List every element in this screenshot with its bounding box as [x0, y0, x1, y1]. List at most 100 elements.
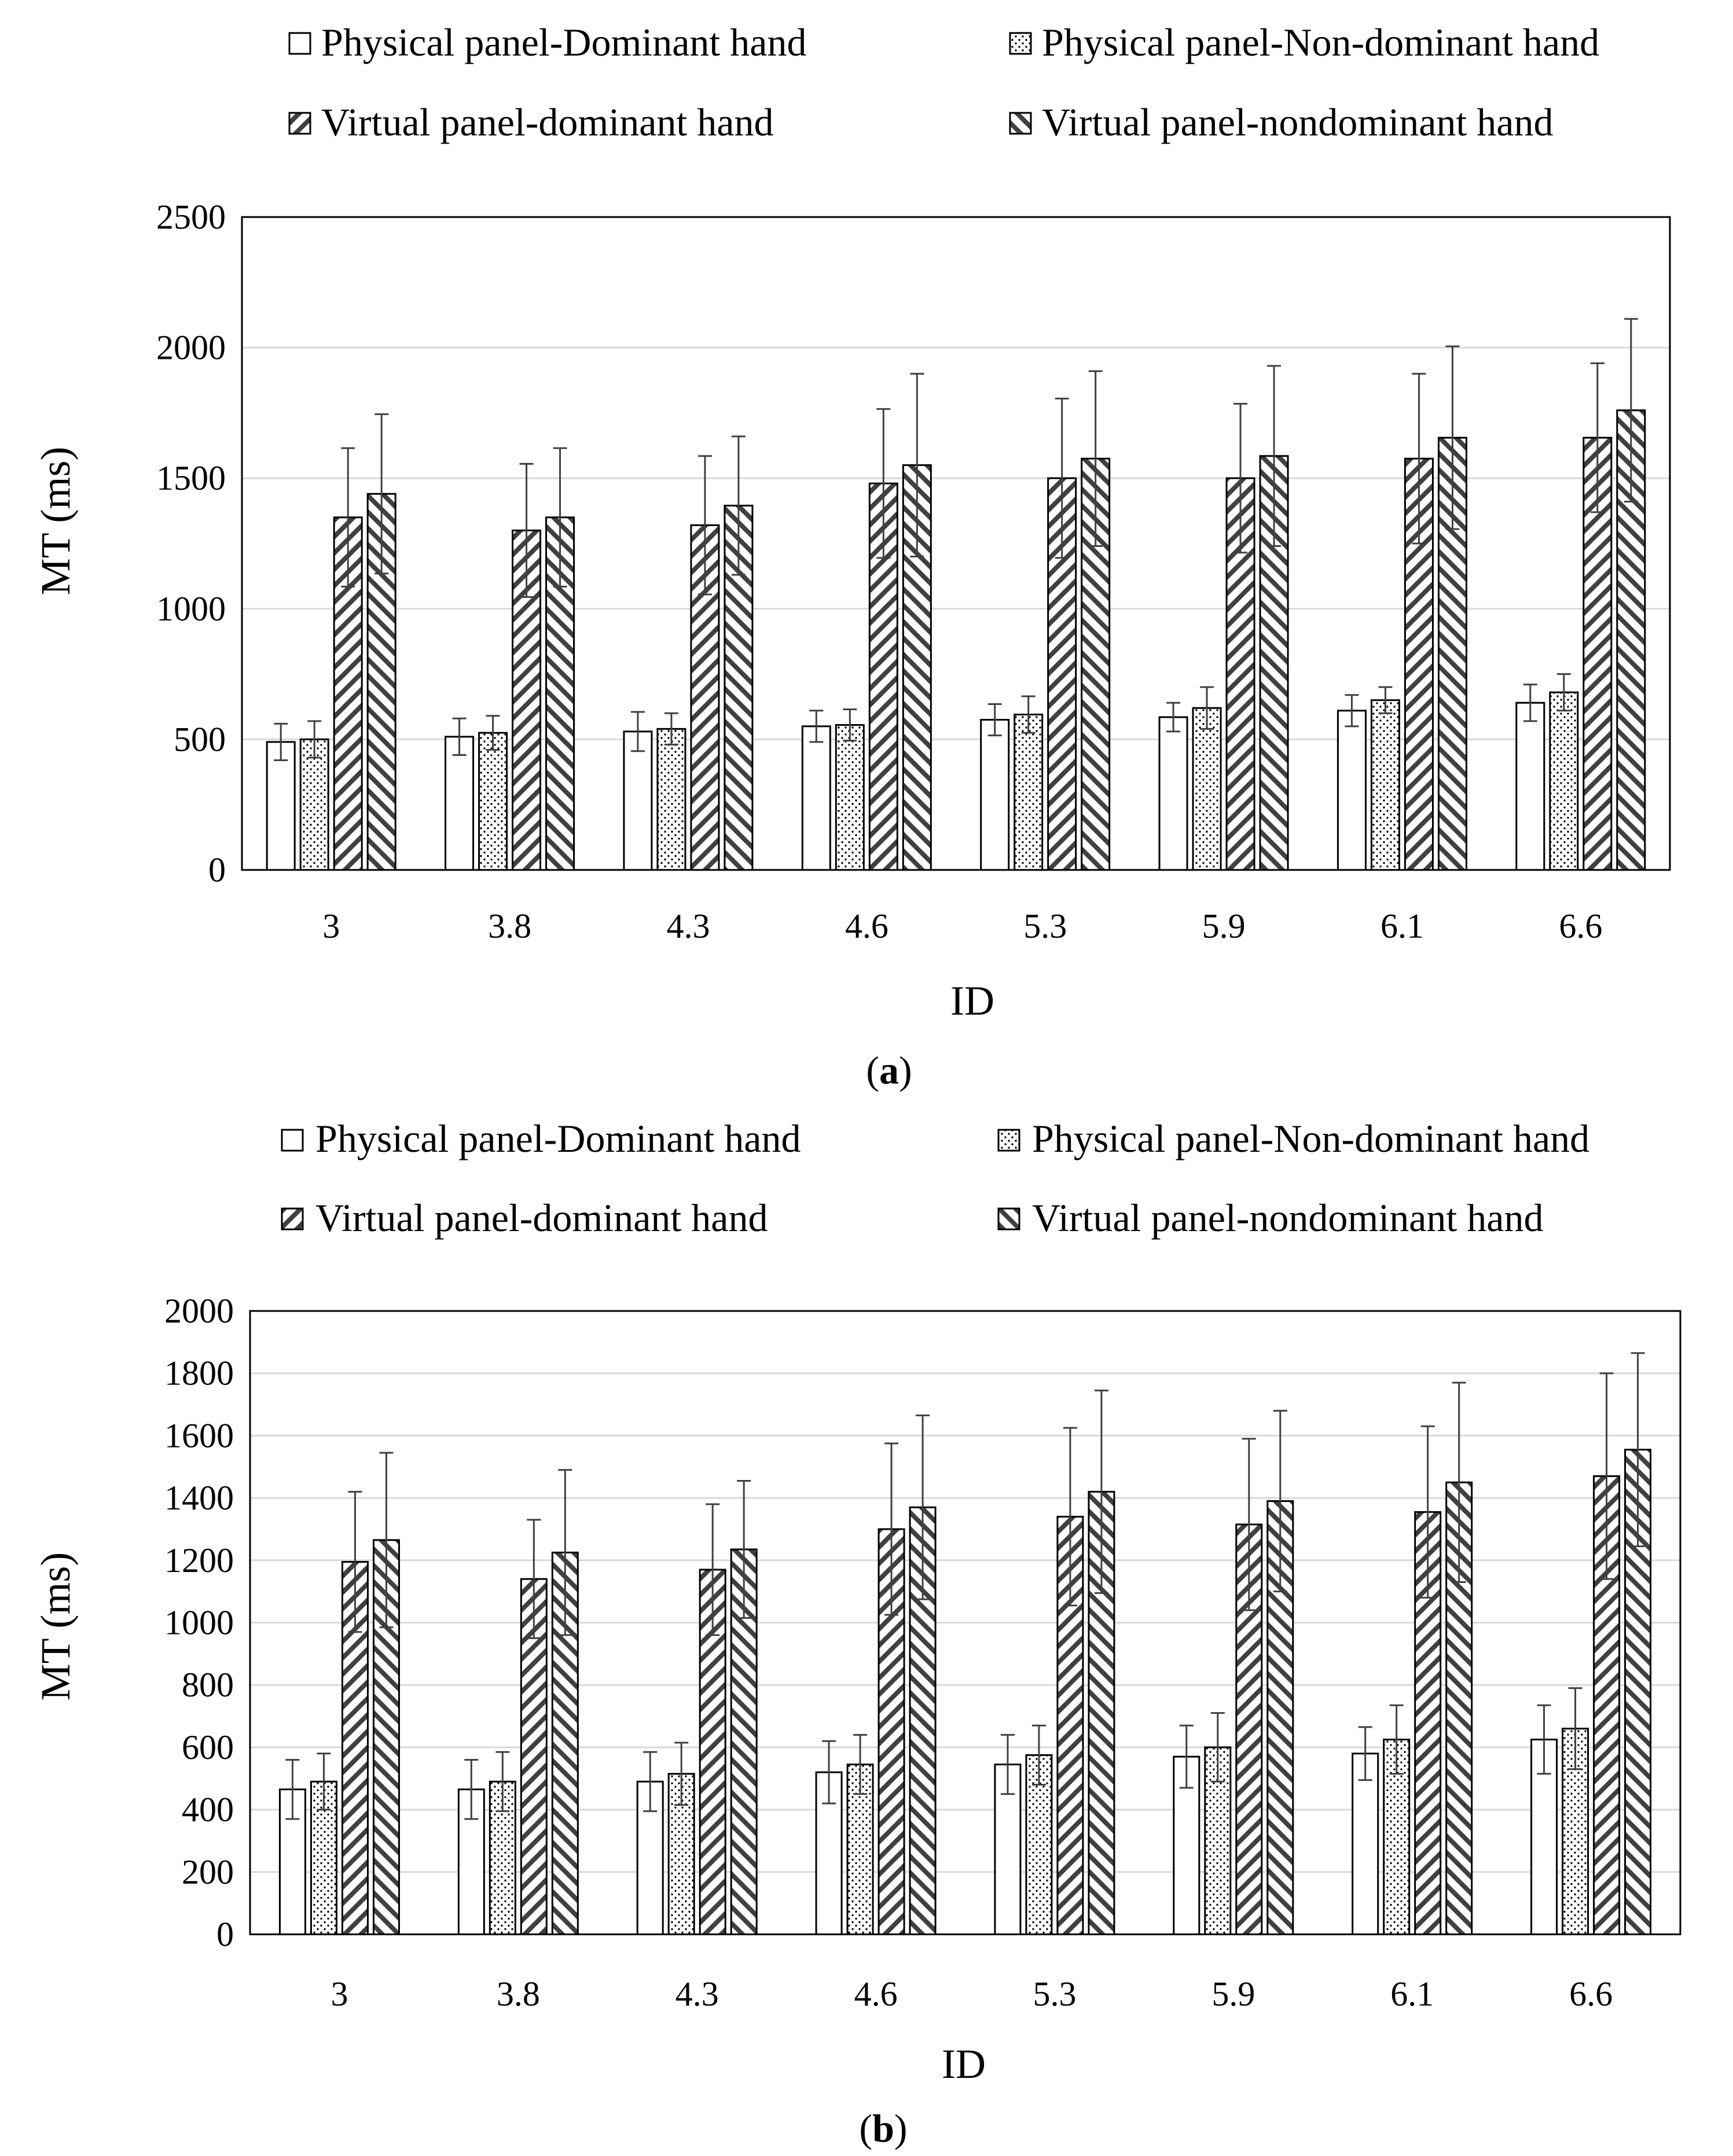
x-tick-label: 6.1	[1380, 907, 1424, 945]
legend-swatch-empty-icon	[288, 32, 311, 55]
error-bar-dots-5.9	[1210, 1712, 1225, 1783]
error-bar-empty-4.3	[630, 711, 645, 752]
chart-b: Physical panel-Dominant hand Physical pa…	[32, 1116, 1681, 2150]
y-tick-label: 800	[182, 1666, 234, 1704]
legend-swatch-diag-up-icon	[281, 1207, 304, 1231]
legend-swatch-empty-icon	[281, 1129, 304, 1152]
error-bar-empty-4.3	[643, 1751, 658, 1812]
error-bar-diag-up-3	[341, 447, 355, 587]
bar-empty-4.3	[623, 730, 653, 871]
legend-swatch-dots-icon	[1009, 32, 1032, 55]
bar-empty-3	[266, 741, 296, 871]
bar-diag-up-4.3	[690, 524, 720, 871]
legend-label: Virtual panel-nondominant hand	[1032, 1196, 1543, 1240]
legend-item-physical-nondominant: Physical panel-Non-dominant hand	[997, 1116, 1589, 1160]
bars	[266, 409, 1646, 871]
gridlines	[250, 1372, 1680, 1873]
error-bar-diag-down-6.1	[1445, 345, 1460, 530]
x-tick-label: 6.6	[1559, 907, 1602, 945]
bar-empty-3.8	[445, 736, 475, 871]
error-bar-diag-down-6.1	[1452, 1382, 1466, 1583]
legend-label: Physical panel-Dominant hand	[321, 20, 806, 64]
bar-dots-6.6	[1549, 691, 1579, 871]
error-bar-diag-up-3.8	[519, 462, 534, 598]
y-tick-label: 2500	[156, 198, 226, 236]
legend-label: Physical panel-Dominant hand	[315, 1116, 801, 1160]
error-bar-diag-down-5.3	[1094, 1389, 1108, 1594]
error-bar-diag-down-4.3	[731, 435, 746, 576]
y-tick-label: 1000	[164, 1604, 234, 1642]
legend-item-virtual-dominant: Virtual panel-dominant hand	[288, 100, 773, 144]
x-tick-label: 5.3	[1023, 907, 1067, 945]
error-bar-dots-3.8	[495, 1751, 510, 1812]
error-bar-empty-6.6	[1537, 1704, 1551, 1775]
plot-frame	[241, 216, 1671, 871]
legend-swatch-dots-icon	[997, 1129, 1020, 1152]
bar-empty-5.3	[980, 719, 1010, 871]
error-bar-empty-6.1	[1358, 1726, 1372, 1781]
plot-frame	[249, 1310, 1681, 1935]
error-bar-diag-down-4.6	[916, 1414, 930, 1600]
error-bars	[285, 1352, 1645, 1820]
caption-b: (b)	[859, 2106, 907, 2150]
y-tick-label: 1800	[164, 1354, 234, 1393]
x-tick-label: 5.9	[1202, 907, 1246, 945]
error-bar-dots-3.8	[486, 715, 500, 751]
error-bar-empty-6.6	[1523, 684, 1537, 722]
error-bar-empty-5.3	[1000, 1733, 1015, 1795]
y-tick-label: 1200	[164, 1541, 234, 1580]
y-tick-label: 2000	[156, 329, 226, 367]
caption-a: (a)	[866, 1048, 912, 1092]
error-bar-dots-5.3	[1031, 1724, 1046, 1786]
error-bar-empty-5.9	[1166, 701, 1181, 733]
error-bar-dots-3	[317, 1753, 331, 1811]
legend-swatch-diag-down-icon	[1009, 112, 1032, 135]
error-bar-dots-5.3	[1021, 695, 1036, 734]
error-bar-diag-down-5.3	[1088, 370, 1103, 548]
x-tick-label: 4.6	[845, 907, 888, 945]
error-bar-diag-up-4.3	[697, 455, 712, 596]
legend-item-virtual-dominant: Virtual panel-dominant hand	[281, 1196, 768, 1240]
y-tick-label: 1600	[164, 1416, 234, 1455]
error-bar-diag-up-6.6	[1590, 362, 1605, 513]
y-tick-label: 1500	[156, 459, 226, 497]
bar-dots-3.8	[478, 732, 508, 871]
error-bar-diag-down-5.9	[1273, 1409, 1287, 1593]
error-bar-diag-up-4.3	[706, 1503, 720, 1636]
error-bar-empty-5.9	[1179, 1724, 1194, 1789]
y-tick-label: 200	[182, 1853, 234, 1891]
x-tick-label: 6.6	[1569, 1975, 1613, 2013]
legend-label: Virtual panel-nondominant hand	[1042, 100, 1553, 144]
error-bar-empty-5.3	[987, 703, 1002, 737]
bar-dots-4.6	[835, 724, 865, 871]
error-bar-diag-up-6.1	[1420, 1425, 1435, 1599]
error-bar-diag-down-6.6	[1624, 318, 1638, 503]
error-bar-diag-down-3.8	[558, 1469, 572, 1636]
error-bar-dots-4.3	[664, 712, 678, 745]
bar-dots-4.3	[656, 728, 686, 871]
y-axis-title: MT (ms)	[32, 1552, 79, 1701]
legend-item-physical-dominant: Physical panel-Dominant hand	[281, 1116, 801, 1160]
x-tick-label: 3.8	[488, 907, 531, 945]
error-bar-diag-up-6.1	[1412, 373, 1426, 545]
x-tick-label: 5.3	[1033, 1975, 1076, 2013]
y-axis-title: MT (ms)	[32, 447, 79, 596]
bar-empty-5.9	[1158, 716, 1188, 871]
legend-item-virtual-nondominant: Virtual panel-nondominant hand	[997, 1196, 1543, 1240]
error-bar-dots-4.6	[843, 708, 857, 742]
bar-dots-6.1	[1383, 1738, 1411, 1935]
y-tick-labels: 0 200 400 600 800 1000 1200 1400 1600 1800 2000	[164, 1292, 234, 1953]
error-bar-diag-down-6.6	[1631, 1352, 1645, 1548]
x-tick-label: 4.3	[675, 1975, 719, 2013]
error-bar-dots-6.1	[1389, 1704, 1404, 1775]
x-tick-label: 4.3	[666, 907, 710, 945]
error-bar-diag-up-4.6	[884, 1442, 899, 1616]
bars	[278, 1449, 1652, 1935]
x-tick-label: 5.9	[1211, 1975, 1255, 2013]
error-bar-diag-up-3	[348, 1490, 362, 1633]
y-tick-label: 2000	[164, 1292, 234, 1330]
y-tick-label: 500	[174, 720, 226, 758]
error-bar-empty-4.6	[809, 710, 824, 743]
error-bar-empty-6.1	[1345, 694, 1359, 728]
